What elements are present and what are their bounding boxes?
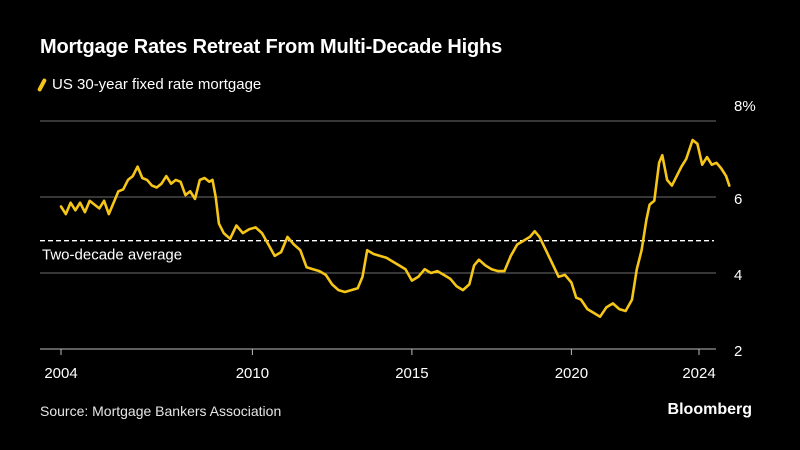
legend-label: US 30-year fixed rate mortgage <box>52 76 262 93</box>
x-tick-label: 2020 <box>555 365 588 382</box>
x-tick-label: 2024 <box>682 365 715 382</box>
y-tick-label: 4 <box>734 267 742 284</box>
bloomberg-logo: Bloomberg <box>667 401 752 418</box>
legend: US 30-year fixed rate mortgage <box>36 76 262 93</box>
reference-line-label: Two-decade average <box>42 247 182 264</box>
y-axis-tick-labels: 2 4 6 8% <box>734 98 756 360</box>
series-line-mortgage-rate <box>59 138 731 319</box>
source-note: Source: Mortgage Bankers Association <box>40 403 282 419</box>
y-tick-label: 8% <box>734 98 756 115</box>
x-tick-label: 2015 <box>395 365 428 382</box>
x-tick-label: 2004 <box>44 365 77 382</box>
series-layer <box>59 138 731 319</box>
y-tick-label: 2 <box>734 343 742 360</box>
gridlines <box>40 120 716 350</box>
x-tick-label: 2010 <box>236 365 269 382</box>
reference-line-group: Two-decade average <box>40 240 714 264</box>
x-axis: 2004 2010 2015 2020 2024 <box>44 349 716 382</box>
chart-title: Mortgage Rates Retreat From Multi-Decade… <box>40 36 502 58</box>
y-tick-label: 6 <box>734 191 742 208</box>
